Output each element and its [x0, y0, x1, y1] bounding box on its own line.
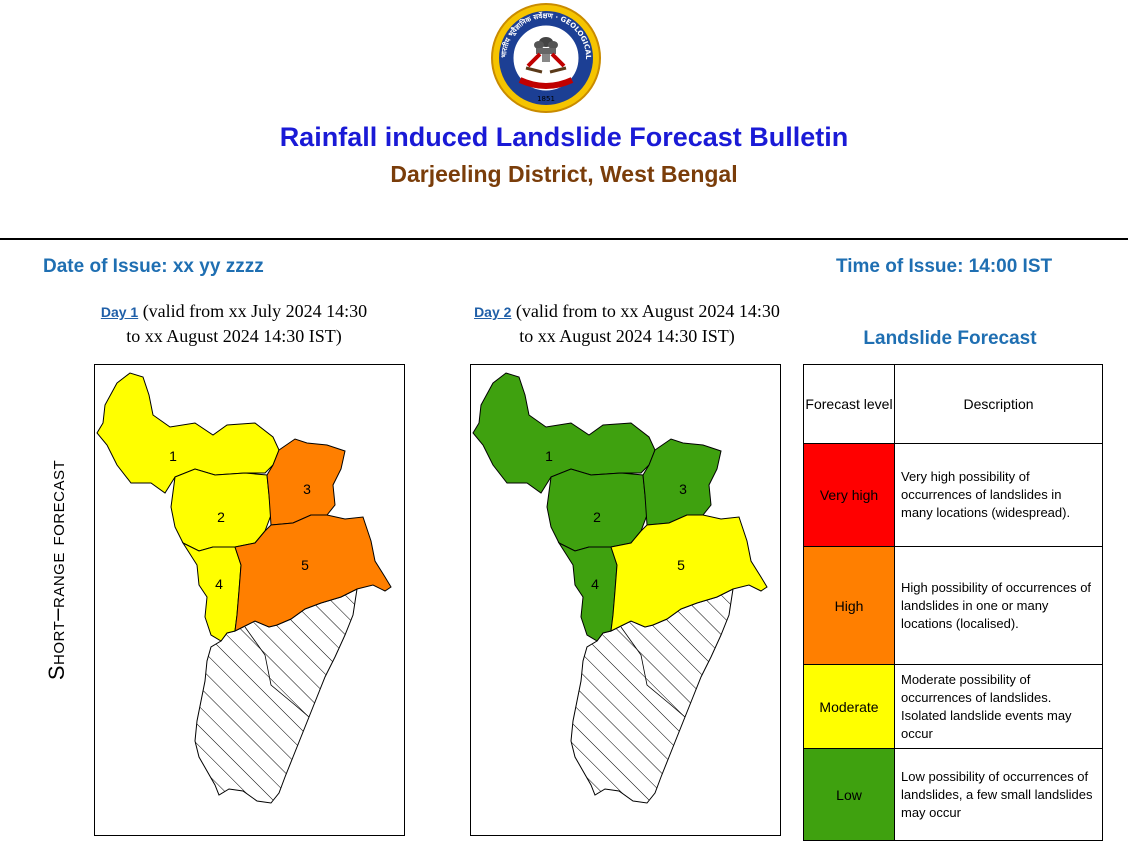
zone-1: [96, 372, 280, 494]
district-subtitle: Darjeeling District, West Bengal: [390, 161, 738, 187]
forecast-legend-table: Forecast level Description Very high Ver…: [803, 364, 1103, 841]
legend-desc-very-high: Very high possibility of occurrences of …: [894, 443, 1103, 547]
hatched-area-subdivision: [244, 626, 310, 718]
day1-map: 1 2 3 4 5: [94, 364, 405, 836]
day2-validity: (valid from to xx August 2024 14:30 to x…: [511, 301, 780, 346]
zone-label-5: 5: [677, 557, 685, 573]
legend-col-description: Description: [894, 364, 1103, 444]
legend-header-row: Forecast level Description: [803, 364, 1103, 444]
legend-level-low: Low: [803, 748, 895, 841]
legend-desc-high: High possibility of occurrences of lands…: [894, 546, 1103, 665]
legend-row-moderate: Moderate Moderate possibility of occurre…: [803, 664, 1103, 749]
legend-level-moderate: Moderate: [803, 664, 895, 749]
zone-label-1: 1: [545, 448, 553, 464]
legend-row-very-high: Very high Very high possibility of occur…: [803, 443, 1103, 547]
legend-col-level: Forecast level: [803, 364, 895, 444]
day2-map: 1 2 3 4 5: [470, 364, 781, 836]
short-range-label: Short–range forecast: [42, 440, 72, 700]
legend-level-high: High: [803, 546, 895, 665]
zone-label-2: 2: [593, 509, 601, 525]
day2-link[interactable]: Day 2: [474, 304, 512, 320]
zone-label-4: 4: [591, 576, 599, 592]
header-divider: [0, 238, 1128, 240]
legend-row-high: High High possibility of occurrences of …: [803, 546, 1103, 665]
day2-caption: Day 2 (valid from to xx August 2024 14:3…: [466, 299, 788, 348]
zone-label-3: 3: [679, 481, 687, 497]
bulletin-title: Rainfall induced Landslide Forecast Bull…: [279, 122, 849, 152]
zone-1: [472, 372, 656, 494]
hatched-area-subdivision: [620, 626, 686, 718]
date-of-issue: Date of Issue: xx yy zzzz: [43, 256, 264, 277]
zone-label-2: 2: [217, 509, 225, 525]
legend-desc-low: Low possibility of occurrences of landsl…: [894, 748, 1103, 841]
zone-3: [642, 438, 722, 526]
day1-caption: Day 1 (valid from xx July 2024 14:30 to …: [98, 299, 370, 348]
legend-desc-moderate: Moderate possibility of occurrences of l…: [894, 664, 1103, 749]
short-range-text: Short–range forecast: [44, 459, 69, 681]
zone-4: [557, 541, 618, 642]
zone-label-1: 1: [169, 448, 177, 464]
legend-level-very-high: Very high: [803, 443, 895, 547]
zone-label-4: 4: [215, 576, 223, 592]
day1-validity: (valid from xx July 2024 14:30 to xx Aug…: [126, 301, 368, 346]
zone-3: [266, 438, 346, 526]
zone-5: [234, 514, 392, 632]
zone-5: [610, 514, 768, 632]
logo-year: 1851: [537, 95, 555, 103]
time-of-issue: Time of Issue: 14:00 IST: [836, 256, 1053, 277]
zone-label-3: 3: [303, 481, 311, 497]
zone-label-5: 5: [301, 557, 309, 573]
legend-row-low: Low Low possibility of occurrences of la…: [803, 748, 1103, 841]
legend-title: Landslide Forecast: [863, 328, 1037, 349]
gsi-logo: भारतीय भूवैज्ञानिक सर्वेक्षण · GEOLOGICA…: [486, 0, 602, 114]
zone-4: [181, 541, 242, 642]
day1-link[interactable]: Day 1: [100, 304, 139, 320]
